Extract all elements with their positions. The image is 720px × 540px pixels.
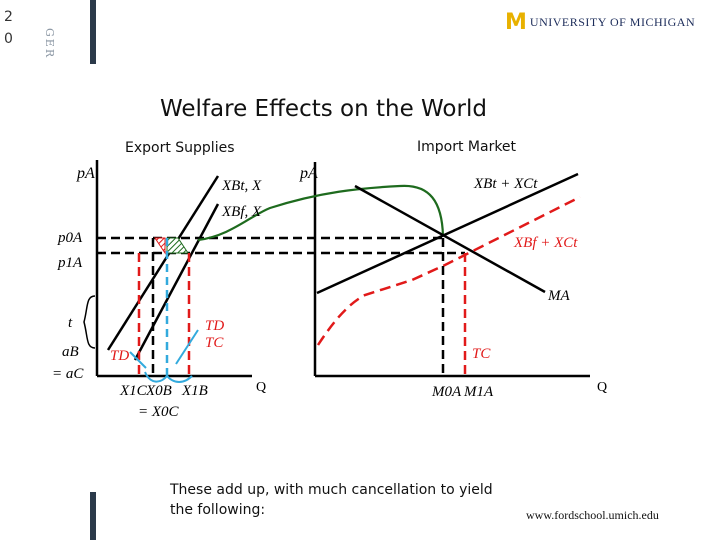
qty-label-x0c: = X0C bbox=[138, 404, 180, 420]
price-label-ab: aB bbox=[62, 344, 79, 360]
curve-label-xbf: XBf, X bbox=[221, 204, 262, 220]
qty-label-x1c: X1C bbox=[119, 383, 148, 399]
supply-curve-xbf bbox=[133, 203, 220, 361]
curve-label-demand: MA bbox=[547, 288, 570, 304]
td-pointer-left bbox=[129, 351, 147, 369]
import-supply-xbt-xct bbox=[316, 172, 579, 295]
logo-m-mark: M bbox=[505, 10, 527, 35]
qty-label-m1: M1A bbox=[463, 384, 494, 400]
slide-number: 2 0 bbox=[4, 9, 13, 47]
red-supply-xbf-xct bbox=[316, 195, 581, 346]
export-supplies-label: Export Supplies bbox=[125, 140, 235, 156]
hatched-area-red bbox=[154, 237, 166, 255]
hatched-area-green bbox=[166, 237, 189, 254]
price-label-p0: p0A bbox=[57, 230, 83, 246]
price-label-ac: = aC bbox=[52, 366, 84, 382]
qty-label-x0b: X0B bbox=[145, 383, 172, 399]
university-logo: M UNIVERSITY OF MICHIGAN bbox=[505, 10, 695, 35]
import-demand-ma bbox=[354, 184, 546, 294]
quantity-bracket bbox=[144, 371, 193, 383]
accent-bar-top bbox=[90, 0, 96, 64]
tariff-brace bbox=[83, 295, 96, 349]
left-axis-y-label: pA bbox=[76, 165, 95, 182]
right-axis-y-label: pA bbox=[299, 165, 318, 182]
tc-label-mid: TC bbox=[205, 335, 224, 351]
right-axis-x-label: Q bbox=[597, 380, 607, 395]
tariff-label: t bbox=[68, 315, 73, 331]
curve-label-red-supply: XBf + XCt bbox=[513, 235, 578, 251]
slide-title: Welfare Effects on the World bbox=[160, 96, 487, 122]
logo-wordmark: UNIVERSITY OF MICHIGAN bbox=[529, 15, 696, 29]
qty-label-x1b: X1B bbox=[181, 383, 208, 399]
accent-bar-bottom bbox=[90, 492, 96, 540]
price-label-p1: p1A bbox=[57, 255, 83, 271]
td-label-mid: TD bbox=[205, 318, 224, 334]
tc-label-right: TC bbox=[472, 346, 491, 362]
qty-label-m0: M0A bbox=[431, 384, 462, 400]
import-market-label: Import Market bbox=[417, 139, 517, 155]
left-axis-x-label: Q bbox=[256, 380, 266, 395]
curve-label-import-supply: XBt + XCt bbox=[473, 176, 538, 192]
slide-caption: These add up, with much cancellation to … bbox=[170, 482, 493, 518]
green-connector bbox=[197, 184, 445, 242]
td-pointer-mid bbox=[175, 329, 199, 365]
curve-label-xbt: XBt, X bbox=[221, 178, 262, 194]
td-label-left: TD bbox=[110, 348, 129, 364]
supply-curve-xbt bbox=[106, 175, 220, 351]
footer-url: www.fordschool.umich.edu bbox=[526, 508, 659, 522]
